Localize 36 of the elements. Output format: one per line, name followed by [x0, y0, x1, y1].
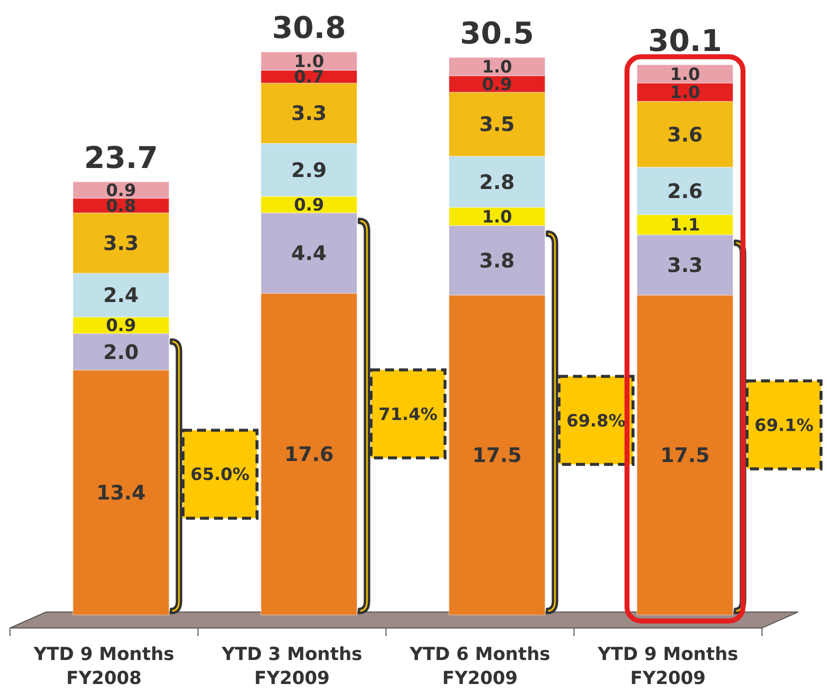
annotation: 69.8% — [566, 411, 626, 432]
data-label: 17.5 — [472, 443, 522, 468]
data-label: 3.8 — [479, 248, 515, 272]
x-tick-label: YTD 6 Months FY2009 — [408, 644, 550, 689]
data-label: 13.4 — [96, 480, 146, 505]
data-label: 1.0 — [482, 207, 512, 228]
annotation: 65.0% — [190, 465, 250, 486]
total-label: 30.8 — [272, 11, 346, 46]
data-label: 0.9 — [294, 196, 324, 216]
data-label: 3.6 — [667, 122, 703, 146]
data-label: 3.3 — [103, 231, 139, 256]
data-label: 2.0 — [103, 340, 139, 364]
x-tick-label: YTD 3 Months FY2009 — [220, 644, 362, 689]
data-label: 0.8 — [106, 196, 136, 216]
data-label: 3.3 — [667, 252, 703, 277]
data-label: 17.6 — [284, 442, 334, 466]
data-label: 1.1 — [670, 216, 700, 236]
data-label: 2.4 — [103, 283, 139, 308]
data-label: 4.4 — [291, 241, 327, 266]
data-label: 0.7 — [294, 68, 324, 88]
total-label: 30.1 — [648, 24, 722, 59]
data-label: 1.0 — [670, 64, 700, 85]
data-label: 3.5 — [479, 112, 515, 136]
data-label: 2.8 — [479, 170, 515, 194]
x-tick-label: YTD 9 Months FY2008 — [32, 644, 174, 689]
data-label: 0.9 — [106, 316, 136, 336]
data-label: 2.9 — [291, 158, 327, 182]
total-label: 23.7 — [84, 140, 158, 176]
total-label: 30.5 — [460, 16, 534, 52]
data-label: 17.5 — [660, 443, 710, 468]
data-label: 1.0 — [670, 83, 700, 104]
data-label: 2.6 — [667, 178, 703, 203]
data-label: 3.3 — [291, 101, 327, 126]
annotation: 69.1% — [754, 416, 814, 436]
annotation: 71.4% — [378, 404, 438, 425]
x-tick-label: YTD 9 Months FY2009 — [596, 644, 738, 689]
